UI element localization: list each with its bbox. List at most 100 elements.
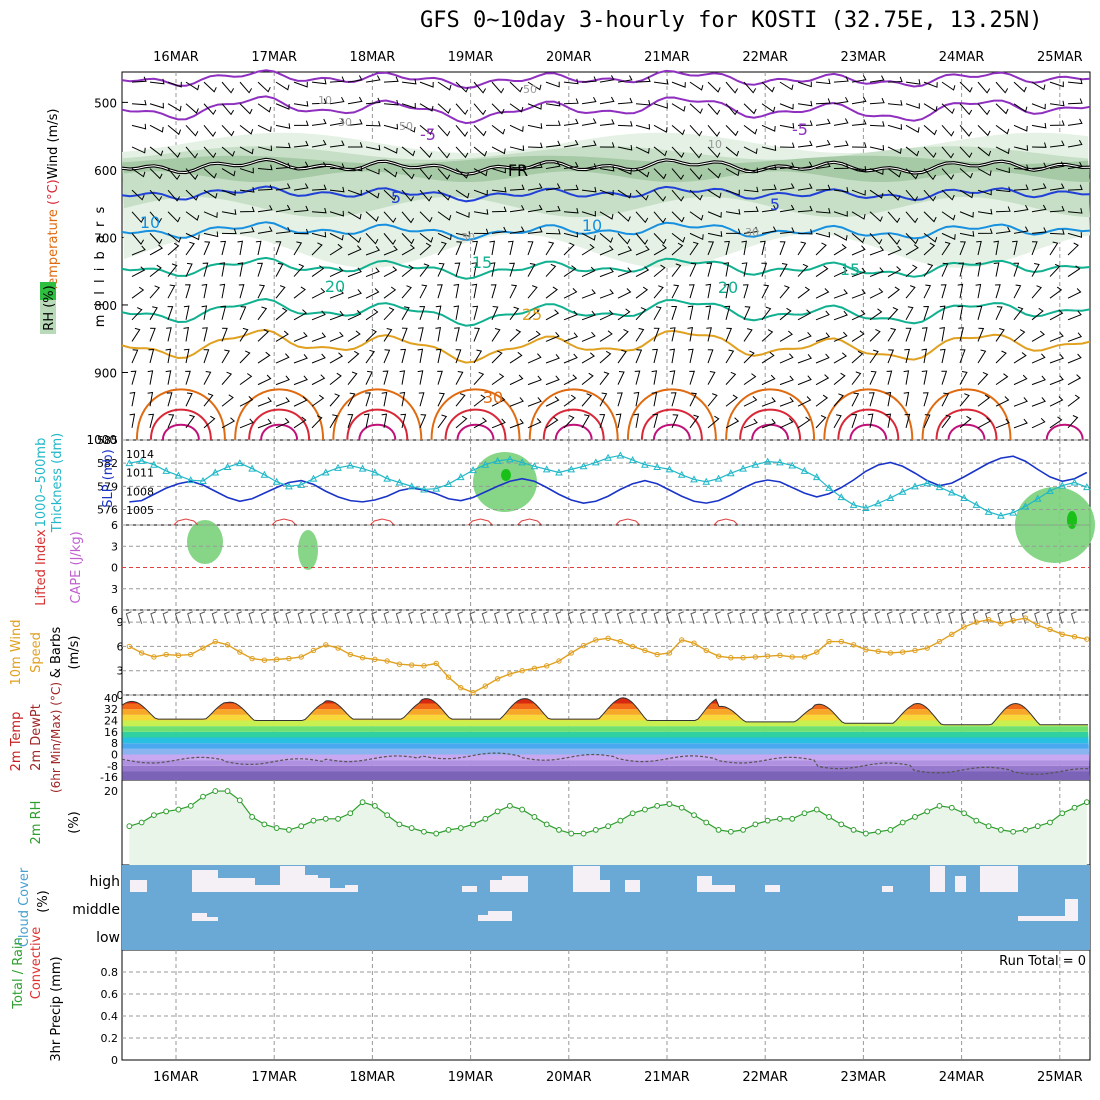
rh-point: [506, 802, 513, 809]
thickness-point: [935, 483, 944, 491]
wind-speed-point: [715, 653, 722, 659]
wind-speed-point: [740, 655, 746, 661]
wind-barb: [689, 81, 704, 91]
axis-label-part: Wind (m/s): [46, 109, 61, 180]
thickness-point: [665, 465, 674, 473]
diurnal-isotherm-loop: [1045, 423, 1084, 441]
wind-speed-point: [408, 662, 415, 668]
wind-speed-point: [286, 655, 292, 662]
wind-barb: [959, 349, 966, 364]
wind-barb: [347, 142, 363, 148]
diurnal-isotherm-loop: [135, 388, 226, 441]
surface-wind-barb: [211, 611, 218, 624]
wind-barb: [221, 394, 234, 407]
thickness-axis-label: 1000~500mb: [34, 438, 49, 528]
wind-barb: [149, 285, 161, 299]
wind-barb: [797, 183, 813, 191]
wind-speed-point: [163, 651, 169, 658]
wind-barb: [1013, 164, 1029, 170]
wind-barb: [1067, 78, 1083, 85]
wind-speed-point: [126, 643, 133, 650]
slp-tick: 1011: [126, 467, 154, 480]
wind-barb: [993, 240, 1000, 256]
thickness-point: [677, 470, 686, 478]
wind-barb: [563, 415, 575, 429]
wind-barb: [779, 307, 792, 321]
wind-barb: [1049, 286, 1063, 299]
li-tick: 3: [111, 540, 118, 553]
rh-point: [629, 810, 636, 817]
rh-point: [212, 788, 219, 794]
lifted-index-bump: [271, 518, 297, 526]
thickness-point: [407, 482, 416, 490]
contour-label: 30: [483, 388, 503, 407]
wind-barb: [689, 189, 703, 201]
thickness-point: [395, 478, 404, 486]
wind-barb: [779, 183, 795, 191]
surface-wind-barb: [493, 611, 500, 624]
wind-barb: [167, 124, 182, 136]
wind-barb: [221, 417, 236, 429]
wind-barb: [401, 124, 416, 133]
wind-barb: [725, 228, 741, 234]
wind-barb: [995, 206, 1011, 213]
wind-barb: [725, 371, 737, 385]
wind-barb: [563, 394, 577, 407]
wind-barb: [887, 245, 902, 256]
cloud-gap-middle: [1065, 899, 1078, 921]
wind-barb: [329, 289, 344, 299]
wind-barb: [131, 123, 147, 130]
wind-speed-point: [531, 665, 538, 671]
wind-barb: [509, 226, 525, 234]
rh-point: [531, 814, 538, 820]
wind-barb: [995, 396, 1010, 407]
wind-barb: [311, 415, 323, 429]
wind-barb: [149, 327, 156, 342]
wind-barb: [851, 245, 866, 256]
wind-barb: [904, 413, 911, 428]
wind-barb: [239, 373, 253, 386]
wind-barb: [725, 417, 740, 429]
wind-barb: [419, 414, 427, 429]
wind-barb: [347, 289, 362, 299]
rh-point: [592, 826, 599, 833]
wind-barb: [381, 413, 388, 428]
wind-barb: [959, 103, 973, 116]
wind-barb: [329, 310, 344, 321]
wind-barb: [599, 414, 606, 429]
slp-tick: 1014: [126, 448, 154, 461]
wind-barb: [166, 392, 173, 407]
wind-speed-point: [1059, 631, 1065, 637]
wind-barb: [149, 244, 164, 256]
wind-barb: [995, 284, 1001, 299]
wind-barb: [779, 285, 790, 299]
wind-barb: [347, 350, 360, 364]
wind-barb: [203, 241, 211, 256]
wind-barb: [923, 168, 937, 181]
wind-barb: [221, 81, 235, 94]
wind-barb: [599, 211, 614, 220]
date-label-top: 17MAR: [251, 50, 297, 65]
thickness-point: [420, 485, 428, 493]
wind-barb: [941, 262, 949, 277]
wind-barb: [257, 329, 270, 342]
surface-wind-barb: [555, 611, 562, 624]
rh-point: [396, 821, 403, 828]
temperature-bands: [122, 697, 1090, 780]
diurnal-isotherm-loop: [554, 423, 593, 441]
thickness-point: [714, 474, 723, 482]
wind-barb: [437, 146, 451, 159]
wind-barb: [1049, 120, 1065, 126]
wind-barb: [959, 415, 972, 429]
date-label-bottom: 23MAR: [841, 1070, 887, 1085]
wind-barb: [293, 228, 309, 235]
wind-barb: [903, 391, 910, 407]
wind-barb: [1067, 184, 1083, 191]
wind-barb: [921, 370, 928, 385]
pressure-tick: 1000: [86, 433, 117, 447]
surface-wind-barb: [1070, 611, 1077, 624]
wind-barb: [958, 327, 964, 342]
wind-barb: [473, 394, 486, 407]
wind-barb: [455, 168, 469, 179]
surface-wind-barb: [960, 611, 967, 624]
